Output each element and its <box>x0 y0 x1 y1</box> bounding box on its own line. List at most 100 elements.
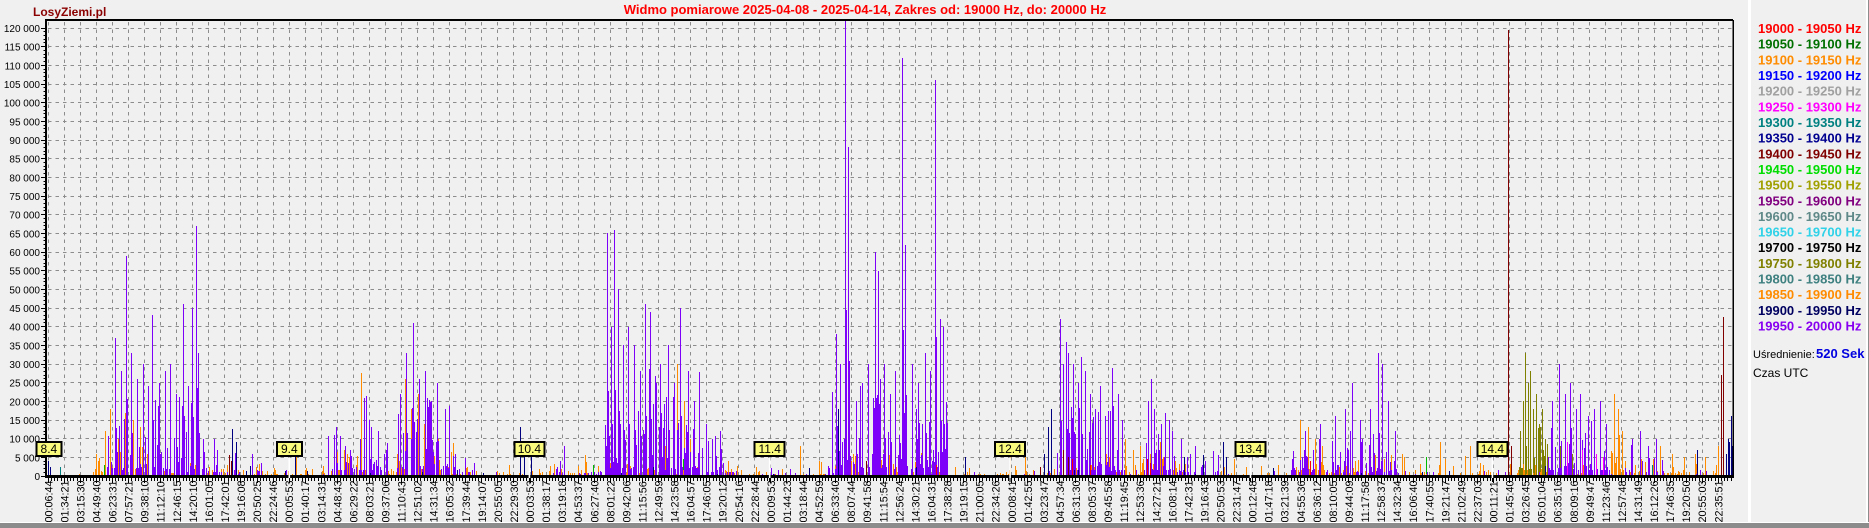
svg-text:03:21:39: 03:21:39 <box>1280 480 1292 522</box>
svg-text:16:01:05: 16:01:05 <box>204 480 216 522</box>
svg-text:08:05:37: 08:05:37 <box>1087 480 1099 522</box>
svg-text:19850 - 19900 Hz: 19850 - 19900 Hz <box>1758 287 1862 302</box>
svg-text:19:21:47: 19:21:47 <box>1440 480 1452 522</box>
svg-text:12.4: 12.4 <box>998 442 1022 456</box>
svg-text:09:37:06: 09:37:06 <box>381 480 393 522</box>
svg-text:22:29:30: 22:29:30 <box>509 480 521 522</box>
svg-text:01:40:17: 01:40:17 <box>300 480 312 522</box>
svg-text:19800 - 19850 Hz: 19800 - 19850 Hz <box>1758 272 1862 287</box>
svg-text:22:31:47: 22:31:47 <box>1232 480 1244 522</box>
svg-text:22:34:26: 22:34:26 <box>991 480 1003 522</box>
svg-text:22:24:46: 22:24:46 <box>268 480 280 522</box>
svg-text:19:16:43: 19:16:43 <box>1200 480 1212 522</box>
svg-text:14:20:10: 14:20:10 <box>188 480 200 522</box>
svg-text:17:39:44: 17:39:44 <box>461 480 473 522</box>
svg-text:08:10:05: 08:10:05 <box>1328 480 1340 522</box>
svg-text:20 000: 20 000 <box>9 397 40 408</box>
svg-text:16:04:57: 16:04:57 <box>686 480 698 522</box>
svg-text:520 Sek: 520 Sek <box>1816 346 1865 361</box>
svg-text:00:05:53: 00:05:53 <box>284 480 296 522</box>
svg-text:04:48:43: 04:48:43 <box>332 480 344 522</box>
svg-text:50 000: 50 000 <box>9 285 40 296</box>
svg-text:19900 - 19950 Hz: 19900 - 19950 Hz <box>1758 303 1862 318</box>
svg-text:07:57:21: 07:57:21 <box>124 480 136 522</box>
svg-text:105 000: 105 000 <box>4 80 41 91</box>
svg-text:19:20:50: 19:20:50 <box>1681 480 1693 522</box>
svg-text:20:55:05: 20:55:05 <box>493 480 505 522</box>
svg-text:03:15:30: 03:15:30 <box>75 480 87 522</box>
svg-text:01:38:17: 01:38:17 <box>541 480 553 522</box>
svg-text:08:07:44: 08:07:44 <box>846 480 858 522</box>
svg-text:04:55:36: 04:55:36 <box>1296 480 1308 522</box>
svg-text:19000 - 19050 Hz: 19000 - 19050 Hz <box>1758 21 1862 36</box>
svg-text:19950 - 20000 Hz: 19950 - 20000 Hz <box>1758 319 1862 334</box>
svg-text:75 000: 75 000 <box>9 192 40 203</box>
svg-text:14:31:34: 14:31:34 <box>429 480 441 522</box>
svg-text:09:49:47: 09:49:47 <box>1585 480 1597 522</box>
svg-text:12:49:59: 12:49:59 <box>654 480 666 522</box>
svg-text:09:42:06: 09:42:06 <box>621 480 633 522</box>
svg-text:Uśrednienie:: Uśrednienie: <box>1753 349 1815 361</box>
svg-text:30 000: 30 000 <box>9 360 40 371</box>
svg-text:65 000: 65 000 <box>9 229 40 240</box>
svg-text:22:37:03: 22:37:03 <box>1472 480 1484 522</box>
svg-text:45 000: 45 000 <box>9 304 40 315</box>
svg-text:03:19:18: 03:19:18 <box>557 480 569 522</box>
svg-text:04:57:34: 04:57:34 <box>1055 480 1067 522</box>
svg-text:04:53:37: 04:53:37 <box>573 480 585 522</box>
svg-text:9.4: 9.4 <box>281 442 298 456</box>
svg-text:19:19:15: 19:19:15 <box>959 480 971 522</box>
svg-text:11:15:56: 11:15:56 <box>637 481 649 522</box>
svg-text:11:23:46: 11:23:46 <box>1601 481 1613 522</box>
svg-text:10 000: 10 000 <box>9 435 40 446</box>
svg-text:8.4: 8.4 <box>41 442 58 456</box>
svg-text:115 000: 115 000 <box>5 43 41 54</box>
svg-text:14:31:49: 14:31:49 <box>1633 480 1645 522</box>
svg-text:01:45:40: 01:45:40 <box>1505 480 1517 522</box>
svg-text:03:23:47: 03:23:47 <box>1039 480 1051 522</box>
svg-text:LosyZiemi.pl: LosyZiemi.pl <box>33 5 106 19</box>
svg-text:19600 - 19650 Hz: 19600 - 19650 Hz <box>1758 209 1862 224</box>
svg-text:14:32:34: 14:32:34 <box>1392 480 1404 522</box>
svg-text:16:06:40: 16:06:40 <box>1408 480 1420 522</box>
svg-text:06:29:22: 06:29:22 <box>348 480 360 522</box>
svg-text:19700 - 19750 Hz: 19700 - 19750 Hz <box>1758 240 1862 255</box>
svg-text:16:04:31: 16:04:31 <box>927 480 939 522</box>
svg-text:06:33:40: 06:33:40 <box>830 480 842 522</box>
svg-text:16:12:26: 16:12:26 <box>1649 480 1661 522</box>
svg-text:09:38:10: 09:38:10 <box>140 480 152 522</box>
svg-text:12:53:36: 12:53:36 <box>1135 480 1147 522</box>
svg-text:120 000: 120 000 <box>4 24 41 35</box>
svg-text:21:00:05: 21:00:05 <box>975 480 987 522</box>
svg-text:19200 - 19250 Hz: 19200 - 19250 Hz <box>1758 84 1862 99</box>
svg-text:60 000: 60 000 <box>9 248 40 259</box>
svg-text:13.4: 13.4 <box>1239 442 1263 456</box>
svg-text:16:08:14: 16:08:14 <box>1167 480 1179 522</box>
svg-text:14:23:58: 14:23:58 <box>670 480 682 522</box>
svg-text:19550 - 19600 Hz: 19550 - 19600 Hz <box>1758 193 1862 208</box>
svg-text:22:28:44: 22:28:44 <box>750 480 762 522</box>
svg-text:17:38:28: 17:38:28 <box>943 480 955 522</box>
svg-text:12:46:15: 12:46:15 <box>172 480 184 522</box>
svg-text:25 000: 25 000 <box>9 379 40 390</box>
svg-text:19350 - 19400 Hz: 19350 - 19400 Hz <box>1758 131 1862 146</box>
svg-text:90 000: 90 000 <box>9 136 40 147</box>
svg-text:11:19:45: 11:19:45 <box>1119 481 1131 522</box>
svg-text:09:44:09: 09:44:09 <box>1344 480 1356 522</box>
svg-text:19:20:12: 19:20:12 <box>718 480 730 522</box>
svg-text:11:17:58: 11:17:58 <box>1360 481 1372 522</box>
svg-text:5 000: 5 000 <box>15 453 40 464</box>
svg-text:19:14:07: 19:14:07 <box>477 480 489 522</box>
svg-text:00:08:41: 00:08:41 <box>1007 480 1019 522</box>
svg-text:12:58:37: 12:58:37 <box>1376 480 1388 522</box>
svg-text:19150 - 19200 Hz: 19150 - 19200 Hz <box>1758 68 1862 83</box>
svg-text:20:50:53: 20:50:53 <box>1216 480 1228 522</box>
svg-text:19450 - 19500 Hz: 19450 - 19500 Hz <box>1758 162 1862 177</box>
svg-text:00:11:21: 00:11:21 <box>1489 481 1501 522</box>
svg-text:35 000: 35 000 <box>9 341 40 352</box>
svg-text:19100 - 19150 Hz: 19100 - 19150 Hz <box>1758 52 1862 67</box>
svg-text:08:09:16: 08:09:16 <box>1569 480 1581 522</box>
svg-text:0: 0 <box>34 472 40 483</box>
svg-text:17:42:01: 17:42:01 <box>220 480 232 522</box>
svg-text:04:52:59: 04:52:59 <box>814 480 826 522</box>
